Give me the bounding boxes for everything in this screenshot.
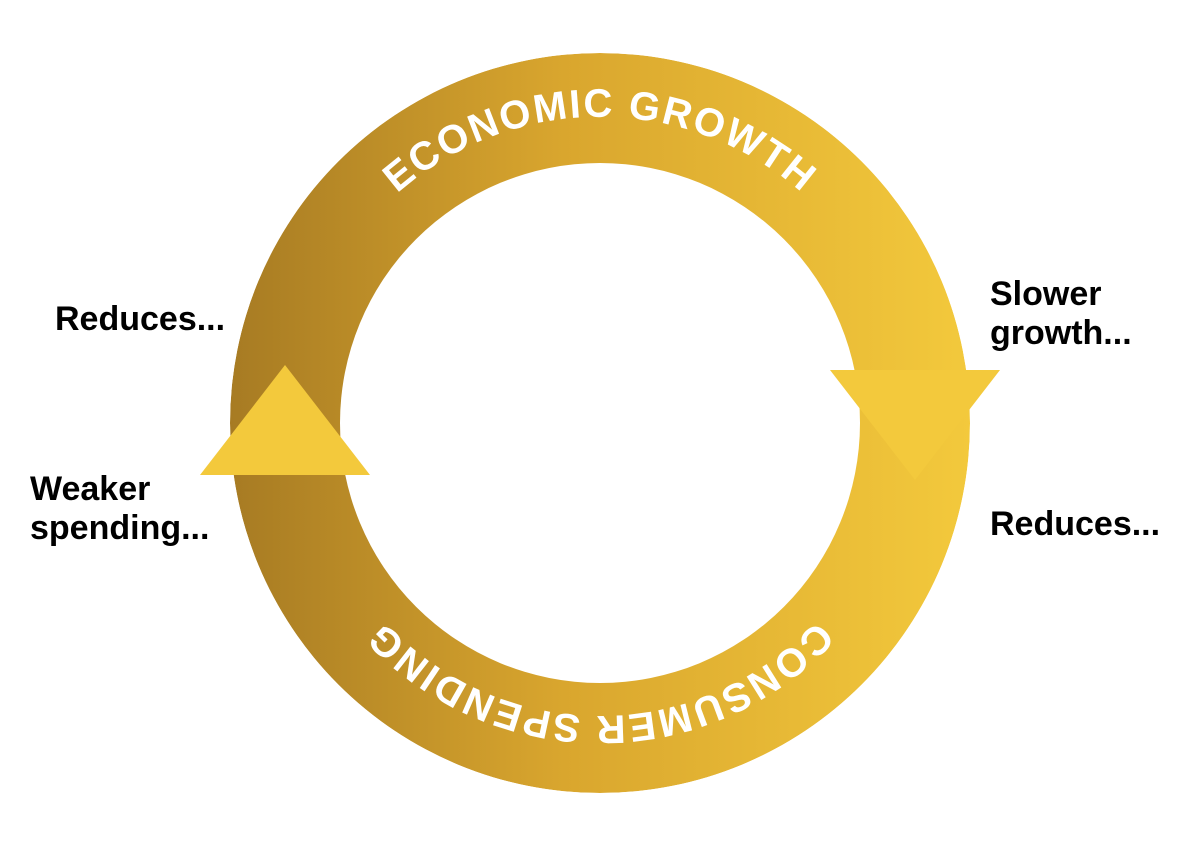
label-bottom-right: Reduces... <box>990 505 1160 544</box>
label-bottom-left: Weakerspending... <box>30 470 209 548</box>
label-top-left: Reduces... <box>55 300 225 339</box>
cycle-ring-svg: ECONOMIC GROWTH CONSUMER SPENDING <box>0 0 1200 846</box>
diagram-stage: ECONOMIC GROWTH CONSUMER SPENDING Reduce… <box>0 0 1200 846</box>
cycle-ring <box>230 53 970 793</box>
label-top-right: Slowergrowth... <box>990 275 1132 353</box>
